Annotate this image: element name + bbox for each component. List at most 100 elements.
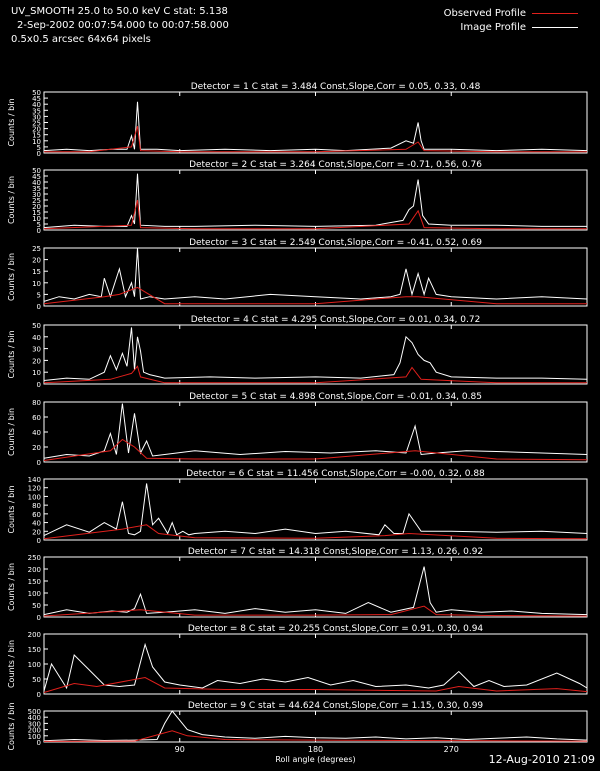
ytick-label: 200 — [28, 727, 41, 735]
ytick-label: 250 — [28, 554, 41, 562]
ytick-label: 30 — [32, 346, 41, 354]
plot-frame-6 — [43, 478, 588, 541]
image-profile-line-6 — [43, 483, 588, 537]
xtick-label: 270 — [444, 745, 459, 754]
ytick-label: 0 — [37, 691, 41, 699]
ytick-label: 50 — [32, 676, 41, 684]
ytick-label: 150 — [28, 578, 41, 586]
plot-title-2: Detector = 2 C stat = 3.264 Const,Slope,… — [189, 160, 482, 170]
ytick-label: 40 — [32, 334, 41, 342]
y-axis-label: Counts / bin — [7, 563, 16, 611]
ytick-label: 5 — [37, 144, 41, 152]
plot-title-7: Detector = 7 C stat = 14.318 Const,Slope… — [188, 547, 483, 557]
ytick-label: 0 — [37, 381, 41, 389]
ytick-label: 50 — [32, 602, 41, 610]
plot-title-4: Detector = 4 C stat = 4.295 Const,Slope,… — [191, 315, 481, 325]
ytick-label: 45 — [32, 95, 41, 103]
ytick-label: 20 — [32, 126, 41, 134]
ytick-label: 400 — [28, 714, 41, 722]
legend-item-image: Image Profile — [378, 22, 578, 33]
plot-frame-7 — [43, 556, 588, 618]
y-axis-label: Counts / bin — [7, 330, 16, 378]
ytick-label: 20 — [32, 444, 41, 452]
ytick-label: 100 — [28, 590, 41, 598]
ytick-label: 25 — [32, 197, 41, 205]
ytick-label: 20 — [32, 203, 41, 211]
y-axis-label: Counts / bin — [7, 640, 16, 688]
plot-frame-2 — [43, 169, 588, 231]
ytick-label: 50 — [32, 167, 41, 175]
ytick-label: 15 — [32, 132, 41, 140]
image-profile-line-8 — [43, 642, 588, 692]
observed-profile-line-2 — [43, 199, 587, 230]
y-axis-label: Counts / bin — [7, 98, 16, 146]
observed-profile-line-6 — [43, 524, 588, 540]
ytick-label: 0 — [37, 537, 41, 545]
ytick-label: 35 — [32, 185, 41, 193]
ytick-label: 80 — [32, 399, 41, 407]
ytick-label: 35 — [32, 107, 41, 115]
header-line-2: 2-Sep-2002 00:07:54.000 to 00:07:58.000 — [17, 20, 229, 31]
ytick-label: 100 — [28, 493, 41, 501]
plot-title-9: Detector = 9 C stat = 44.624 Const,Slope… — [188, 701, 484, 711]
ytick-label: 60 — [32, 511, 41, 519]
plot-title-3: Detector = 3 C stat = 2.549 Const,Slope,… — [189, 238, 482, 248]
ytick-label: 40 — [32, 520, 41, 528]
ytick-label: 45 — [32, 173, 41, 181]
ytick-label: 5 — [37, 291, 41, 299]
ytick-label: 0 — [37, 150, 41, 158]
observed-profile-line-8 — [43, 676, 588, 693]
ytick-label: 80 — [32, 502, 41, 510]
ytick-label: 30 — [32, 191, 41, 199]
image-profile-line-9 — [43, 710, 588, 742]
legend: Observed Profile Image Profile — [378, 8, 578, 33]
ytick-label: 20 — [32, 528, 41, 536]
ytick-label: 100 — [28, 733, 41, 741]
ytick-label: 100 — [28, 661, 41, 669]
y-axis-label: Counts / bin — [7, 176, 16, 224]
ytick-label: 200 — [28, 631, 41, 639]
ytick-label: 30 — [32, 113, 41, 121]
ytick-label: 0 — [37, 739, 41, 747]
ytick-label: 0 — [37, 614, 41, 622]
plot-frame-8 — [43, 633, 588, 695]
ytick-label: 10 — [32, 280, 41, 288]
observed-profile-line-9 — [43, 730, 588, 742]
ytick-label: 20 — [32, 257, 41, 265]
ytick-label: 300 — [28, 720, 41, 728]
plot-title-8: Detector = 8 C stat = 20.255 Const,Slope… — [188, 624, 484, 634]
plot-title-5: Detector = 5 C stat = 4.898 Const,Slope,… — [189, 392, 482, 402]
y-axis-label: Counts / bin — [7, 702, 16, 750]
observed-profile-line-4 — [43, 365, 587, 384]
plot-frame-1 — [43, 91, 588, 154]
image-profile-line-2 — [43, 173, 587, 229]
ytick-label: 120 — [28, 485, 41, 493]
ytick-label: 150 — [28, 646, 41, 654]
ytick-label: 25 — [32, 245, 41, 253]
x-axis-label: Roll angle (degrees) — [275, 755, 355, 764]
ytick-label: 140 — [28, 476, 41, 484]
legend-item-observed: Observed Profile — [378, 8, 578, 19]
ytick-label: 15 — [32, 209, 41, 217]
ytick-label: 10 — [32, 215, 41, 223]
ytick-label: 50 — [32, 322, 41, 330]
image-profile-line-7 — [43, 566, 588, 616]
observed-profile-line-3 — [43, 286, 587, 305]
ytick-label: 20 — [32, 357, 41, 365]
ytick-label: 0 — [37, 227, 41, 235]
ytick-label: 10 — [32, 138, 41, 146]
xtick-label: 180 — [308, 745, 323, 754]
header-line-3: 0.5x0.5 arcsec 64x64 pixels — [11, 34, 151, 45]
legend-label-image: Image Profile — [460, 22, 526, 33]
y-axis-label: Counts / bin — [7, 485, 16, 533]
legend-swatch-image — [532, 27, 578, 28]
observed-profile-line-7 — [43, 605, 588, 617]
ytick-label: 40 — [32, 179, 41, 187]
ytick-label: 15 — [32, 268, 41, 276]
image-profile-line-5 — [43, 403, 588, 459]
ytick-label: 500 — [28, 708, 41, 716]
footer-timestamp: 12-Aug-2010 21:09 — [488, 753, 595, 766]
image-profile-line-4 — [43, 327, 588, 381]
observed-profile-line-1 — [44, 126, 587, 153]
plot-title-1: Detector = 1 C stat = 3.484 Const,Slope,… — [191, 82, 481, 92]
